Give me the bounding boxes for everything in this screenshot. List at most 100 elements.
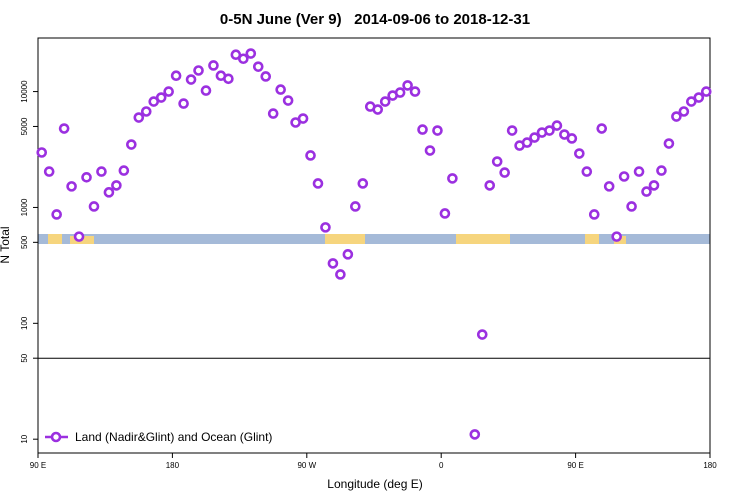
point bbox=[267, 108, 279, 119]
point bbox=[223, 73, 234, 85]
point bbox=[521, 137, 533, 148]
point bbox=[96, 166, 107, 177]
point bbox=[260, 71, 272, 82]
point bbox=[155, 92, 167, 103]
point bbox=[574, 148, 585, 159]
y-tick-label: 10000 bbox=[20, 80, 29, 103]
x-tick-label: 90 E bbox=[30, 461, 46, 470]
point bbox=[208, 60, 219, 71]
point bbox=[379, 96, 391, 107]
point bbox=[140, 106, 152, 117]
point bbox=[282, 95, 294, 106]
point bbox=[469, 429, 481, 440]
point bbox=[43, 166, 55, 177]
point bbox=[484, 180, 496, 191]
x-tick-label: 0 bbox=[439, 461, 444, 470]
point bbox=[66, 181, 77, 192]
point bbox=[566, 133, 578, 144]
point bbox=[81, 172, 92, 183]
x-tick-label: 180 bbox=[703, 461, 717, 470]
point bbox=[51, 209, 62, 220]
x-tick-label: 90 E bbox=[567, 461, 583, 470]
point bbox=[305, 150, 316, 161]
point bbox=[327, 258, 339, 269]
legend-marker bbox=[50, 431, 62, 443]
y-tick-label: 1000 bbox=[20, 198, 29, 216]
point bbox=[312, 178, 324, 189]
point bbox=[103, 187, 115, 198]
point bbox=[678, 106, 690, 117]
point bbox=[663, 138, 675, 149]
point bbox=[170, 70, 182, 82]
y-tick-label: 50 bbox=[20, 353, 29, 362]
point bbox=[252, 61, 264, 72]
point bbox=[551, 120, 563, 131]
point bbox=[118, 165, 130, 176]
point bbox=[693, 92, 705, 103]
point bbox=[671, 111, 682, 122]
point bbox=[342, 249, 354, 260]
legend-label: Land (Nadir&Glint) and Ocean (Glint) bbox=[75, 430, 272, 444]
point bbox=[320, 222, 331, 233]
point bbox=[439, 208, 451, 219]
point bbox=[238, 53, 249, 65]
point bbox=[596, 123, 608, 134]
point bbox=[58, 123, 70, 134]
x-tick-label: 180 bbox=[166, 461, 180, 470]
point bbox=[126, 139, 137, 150]
point bbox=[529, 132, 540, 143]
y-tick-label: 5000 bbox=[20, 117, 29, 135]
y-tick-label: 500 bbox=[20, 235, 29, 249]
y-axis-title: N Total bbox=[0, 226, 12, 263]
point bbox=[700, 86, 712, 97]
point bbox=[178, 98, 189, 109]
chart-title: 0-5N June (Ver 9) 2014-09-06 to 2018-12-… bbox=[220, 11, 530, 28]
point bbox=[193, 65, 204, 76]
point bbox=[350, 201, 361, 212]
point bbox=[447, 173, 458, 184]
point bbox=[424, 145, 436, 156]
point bbox=[544, 125, 555, 136]
point bbox=[506, 125, 518, 136]
point bbox=[163, 86, 174, 97]
y-tick-label: 100 bbox=[20, 316, 29, 330]
x-tick-label: 90 W bbox=[297, 461, 316, 470]
point bbox=[335, 269, 346, 280]
point bbox=[603, 181, 615, 192]
point bbox=[36, 147, 48, 158]
point bbox=[618, 171, 630, 182]
point bbox=[133, 112, 145, 123]
point bbox=[230, 49, 242, 61]
point bbox=[641, 186, 652, 197]
point bbox=[611, 231, 622, 242]
point bbox=[491, 156, 503, 167]
point bbox=[297, 113, 309, 124]
point bbox=[111, 180, 122, 191]
point bbox=[626, 201, 637, 212]
point bbox=[476, 329, 488, 340]
map-strip bbox=[38, 234, 710, 244]
point bbox=[648, 180, 660, 191]
point bbox=[357, 178, 369, 189]
point bbox=[581, 166, 593, 177]
point bbox=[185, 74, 197, 85]
point bbox=[88, 201, 100, 212]
x-axis-title: Longitude (deg E) bbox=[327, 477, 422, 491]
point bbox=[372, 104, 384, 115]
point bbox=[588, 209, 600, 220]
plot-frame bbox=[37, 37, 711, 454]
point bbox=[275, 84, 286, 95]
point bbox=[417, 124, 428, 135]
point bbox=[432, 125, 443, 136]
point bbox=[633, 166, 645, 177]
point bbox=[245, 48, 257, 59]
point bbox=[499, 167, 510, 178]
point bbox=[402, 80, 413, 91]
point bbox=[409, 86, 421, 97]
point bbox=[200, 85, 212, 96]
point bbox=[73, 231, 85, 242]
point bbox=[656, 165, 667, 176]
y-tick-label: 10 bbox=[20, 434, 29, 443]
point bbox=[394, 87, 406, 98]
